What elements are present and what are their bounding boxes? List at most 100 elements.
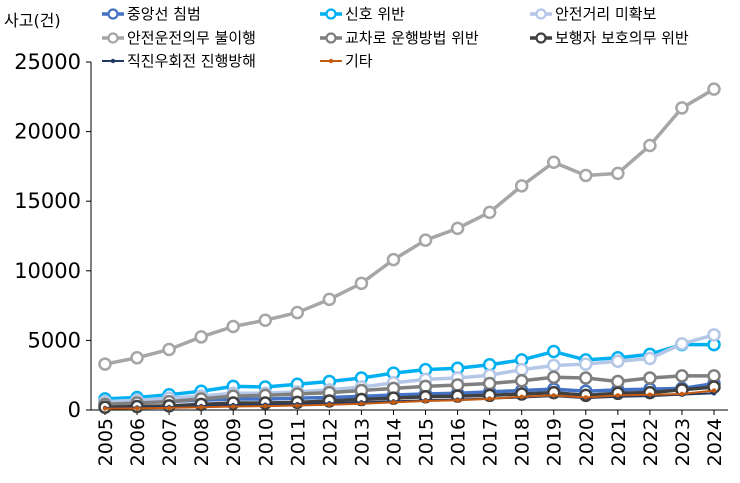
- legend-label: 기타: [345, 52, 373, 70]
- legend-label: 보행자 보호의무 위반: [555, 29, 689, 47]
- data-point: [455, 398, 460, 403]
- data-point: [423, 398, 428, 404]
- data-point: [546, 155, 561, 169]
- x-tick-label: 2022: [640, 418, 662, 466]
- legend-marker: [110, 58, 116, 64]
- x-tick-label: 2011: [287, 418, 309, 466]
- data-point: [391, 400, 396, 405]
- series-8: [102, 388, 717, 411]
- data-point: [130, 351, 144, 365]
- x-tick-label: 2021: [608, 418, 630, 466]
- legend-label: 안전운전의무 불이행: [127, 29, 256, 47]
- axes: [90, 62, 728, 411]
- legend-item: 교차로 운행방법 위반: [320, 29, 479, 47]
- data-point: [611, 166, 625, 181]
- legend-marker: [325, 8, 337, 20]
- x-tick-label: 2019: [544, 418, 566, 466]
- data-point: [551, 393, 556, 398]
- data-point: [675, 101, 689, 115]
- data-point: [579, 371, 593, 385]
- data-point: [643, 351, 657, 366]
- data-point: [482, 376, 497, 391]
- data-point: [711, 388, 717, 393]
- legend-marker: [535, 32, 547, 44]
- data-point: [611, 354, 625, 369]
- data-point: [546, 358, 561, 373]
- data-point: [579, 357, 593, 371]
- data-point: [386, 252, 401, 267]
- data-point: [450, 221, 465, 236]
- x-tick-label: 2006: [127, 418, 149, 466]
- data-point: [546, 344, 561, 359]
- data-point: [354, 276, 369, 291]
- x-tick-label: 2010: [255, 418, 277, 466]
- data-point: [327, 402, 332, 407]
- data-point: [643, 371, 657, 385]
- legend-item: 보행자 보호의무 위반: [530, 29, 689, 47]
- legend-label: 중앙선 침범: [127, 5, 201, 23]
- legend-item: 직진우회전 진행방해: [102, 52, 256, 70]
- data-point: [487, 396, 492, 402]
- data-point: [707, 369, 721, 383]
- data-point: [295, 403, 300, 408]
- series-line: [104, 389, 715, 410]
- data-point: [450, 378, 465, 392]
- x-tick-label: 2024: [704, 418, 726, 466]
- data-point: [194, 330, 208, 344]
- legend-item: 중앙선 침범: [102, 5, 201, 23]
- data-point: [611, 374, 625, 389]
- y-axis-label: 사고(건): [4, 11, 61, 30]
- data-point: [102, 406, 108, 411]
- data-point: [675, 369, 689, 383]
- data-point: [675, 337, 689, 351]
- data-point: [166, 405, 172, 411]
- data-point: [707, 328, 721, 342]
- y-tick-label: 0: [68, 398, 81, 422]
- x-axis-ticks: 2005 2006 2007 2008 2009 2010 2011 2012 2013 2014…: [95, 410, 726, 466]
- data-point: [583, 395, 588, 400]
- series-line: [104, 87, 715, 366]
- data-point: [482, 205, 497, 220]
- data-point: [258, 313, 273, 327]
- legend-label: 직진우회전 진행방해: [127, 52, 256, 70]
- legend-marker: [328, 58, 334, 64]
- data-point: [162, 342, 176, 357]
- y-axis-ticks: 0 5000 10000 15000 20000 25000: [14, 50, 91, 422]
- series-group: [98, 82, 721, 414]
- data-point: [546, 370, 561, 385]
- legend-item: 신호 위반: [320, 5, 405, 23]
- y-tick-label: 10000: [14, 259, 81, 283]
- legend-label: 안전거리 미확보: [555, 5, 657, 23]
- data-point: [418, 233, 433, 247]
- data-point: [679, 391, 685, 397]
- x-tick-label: 2018: [512, 418, 534, 466]
- y-tick-label: 20000: [14, 120, 81, 144]
- x-tick-label: 2005: [95, 418, 117, 466]
- data-point: [226, 319, 240, 334]
- x-tick-label: 2008: [191, 418, 213, 466]
- legend-item: 안전거리 미확보: [530, 5, 657, 23]
- data-point: [98, 357, 112, 371]
- x-tick-label: 2016: [448, 418, 470, 466]
- data-point: [707, 82, 721, 96]
- x-tick-label: 2020: [576, 418, 598, 466]
- data-point: [359, 401, 364, 406]
- x-tick-label: 2007: [159, 418, 181, 466]
- data-point: [647, 392, 653, 397]
- data-point: [643, 138, 657, 153]
- x-tick-label: 2009: [223, 418, 245, 466]
- y-tick-label: 5000: [28, 328, 81, 352]
- data-point: [322, 292, 337, 307]
- y-tick-label: 15000: [14, 189, 81, 213]
- data-point: [579, 168, 593, 183]
- data-point: [514, 374, 529, 388]
- legend-marker: [535, 8, 547, 20]
- x-tick-label: 2014: [383, 418, 405, 466]
- data-point: [615, 393, 621, 398]
- legend-item: 기타: [320, 52, 373, 70]
- data-point: [519, 394, 524, 399]
- data-point: [514, 362, 529, 377]
- legend-marker: [325, 32, 337, 44]
